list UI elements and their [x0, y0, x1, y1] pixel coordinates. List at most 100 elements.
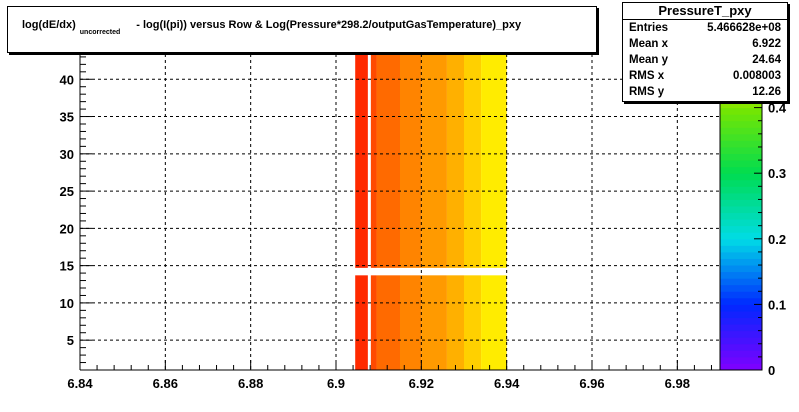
z-tick-label: 0.4: [768, 101, 787, 116]
y-tick-label: 40: [60, 72, 74, 87]
palette-band: [720, 278, 762, 286]
title-subscript: uncorrected: [79, 29, 121, 36]
y-tick-label: 30: [60, 147, 74, 162]
heatmap-cell: [368, 275, 377, 370]
palette-band: [720, 265, 762, 273]
x-tick-label: 6.9: [327, 376, 345, 391]
x-tick-label: 6.94: [494, 376, 520, 391]
palette-band: [720, 238, 762, 246]
title-part-1: log(dE/dx): [22, 19, 76, 31]
z-tick-label: 0.1: [768, 297, 786, 312]
palette-band: [720, 166, 762, 174]
palette-band: [720, 120, 762, 128]
title-part-2: - log(I(pi)) versus Row & Log(Pressure*2…: [136, 19, 522, 31]
y-tick-label: 20: [60, 221, 74, 236]
palette-band: [720, 114, 762, 122]
heatmap-cell: [400, 275, 422, 370]
palette-band: [720, 258, 762, 266]
stats-value: 0.008003: [733, 70, 781, 82]
palette-band: [720, 350, 762, 358]
z-tick-label: 0: [768, 363, 775, 378]
stats-row-entries: Entries 5.466628e+08: [623, 20, 787, 36]
x-tick-label: 6.98: [665, 376, 690, 391]
palette-band: [720, 199, 762, 207]
stats-box: PressureT_pxy Entries 5.466628e+08 Mean …: [622, 2, 788, 102]
palette-band: [720, 304, 762, 312]
heatmap-cell: [400, 42, 422, 268]
stats-row-rms-x: RMS x 0.008003: [623, 68, 787, 84]
palette-band: [720, 140, 762, 148]
stats-row-mean-x: Mean x 6.922: [623, 36, 787, 52]
palette-band: [720, 330, 762, 338]
stats-value: 24.64: [752, 54, 781, 66]
x-tick-label: 6.88: [238, 376, 263, 391]
x-tick-label: 6.96: [579, 376, 604, 391]
heatmap-cell: [446, 275, 464, 370]
heatmap-cell: [368, 42, 377, 268]
palette-band: [720, 107, 762, 115]
heatmap-cell: [481, 275, 507, 370]
palette-band: [720, 284, 762, 292]
y-tick-label: 10: [60, 296, 74, 311]
heatmap-cell: [355, 275, 369, 370]
heatmap-cell: [421, 42, 447, 268]
palette-band: [720, 133, 762, 141]
heatmap-gap-column: [367, 42, 371, 370]
heatmap-cell: [421, 275, 447, 370]
palette-band: [720, 186, 762, 194]
palette-band: [720, 179, 762, 187]
heatmap-cell: [464, 42, 482, 268]
heatmap-cell: [481, 42, 507, 268]
x-tick-label: 6.84: [67, 376, 93, 391]
palette-band: [720, 271, 762, 279]
heatmap-cell: [376, 42, 400, 268]
heatmap-cell: [376, 275, 400, 370]
stats-label: RMS y: [629, 86, 665, 98]
stats-label: RMS x: [629, 70, 665, 82]
heatmap-cell: [355, 42, 369, 268]
palette-band: [720, 101, 762, 109]
palette-band: [720, 245, 762, 253]
stats-value: 5.466628e+08: [707, 22, 781, 34]
stats-label: Mean x: [629, 38, 668, 50]
stats-row-mean-y: Mean y 24.64: [623, 52, 787, 68]
chart-title: log(dE/dx)uncorrected - log(I(pi)) versus…: [22, 19, 522, 36]
palette-band: [720, 343, 762, 351]
palette-band: [720, 173, 762, 181]
palette-band: [720, 153, 762, 161]
palette-band: [720, 317, 762, 325]
palette-band: [720, 337, 762, 345]
z-tick-label: 0.2: [768, 232, 786, 247]
palette-band: [720, 310, 762, 319]
palette-band: [720, 206, 762, 214]
stats-value: 12.26: [752, 86, 781, 98]
y-tick-label: 35: [60, 110, 74, 125]
palette-band: [720, 127, 762, 135]
heatmap-cell: [446, 42, 464, 268]
palette-band: [720, 232, 762, 240]
palette-band: [720, 192, 762, 200]
palette-band: [720, 219, 762, 227]
palette-band: [720, 356, 762, 364]
stats-label: Mean y: [629, 54, 668, 66]
y-tick-label: 5: [67, 333, 74, 348]
title-box: log(dE/dx)uncorrected - log(I(pi)) versus…: [7, 6, 597, 53]
y-tick-label: 15: [60, 259, 74, 274]
z-tick-label: 0.3: [768, 166, 786, 181]
palette-band: [720, 225, 762, 233]
palette-band: [720, 251, 762, 259]
palette-band: [720, 297, 762, 305]
palette-band: [720, 324, 762, 332]
stats-label: Entries: [629, 22, 668, 34]
stats-title: PressureT_pxy: [623, 3, 787, 20]
heatmap-cell: [464, 275, 482, 370]
palette-band: [720, 160, 762, 168]
palette-band: [720, 291, 762, 299]
palette-band: [720, 212, 762, 220]
y-tick-label: 25: [60, 184, 74, 199]
stats-value: 6.922: [752, 38, 781, 50]
stats-row-rms-y: RMS y 12.26: [623, 84, 787, 100]
palette-band: [720, 146, 762, 155]
